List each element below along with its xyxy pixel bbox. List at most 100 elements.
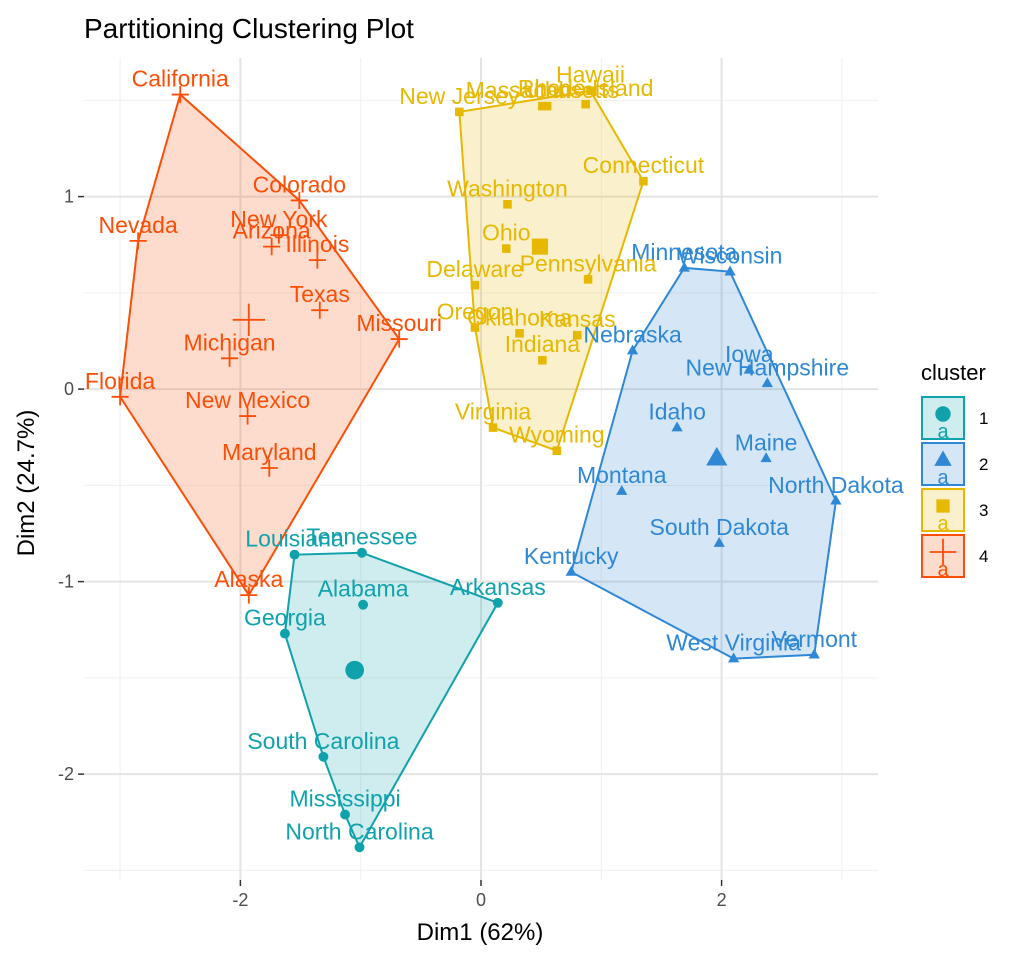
- point-south-carolina: [318, 751, 329, 762]
- point-label: Rhode Island: [518, 75, 654, 101]
- point-arizona: [263, 238, 281, 256]
- point-delaware: [470, 280, 480, 290]
- y-tick-label: 1: [64, 187, 74, 207]
- point-label: Maine: [735, 429, 798, 455]
- y-tick-label: -1: [58, 572, 74, 592]
- point-georgia: [279, 628, 290, 639]
- cluster-2-hull: [570, 266, 837, 660]
- point-virginia: [488, 423, 498, 432]
- point-colorado: [290, 191, 308, 210]
- point-label: Vermont: [771, 626, 857, 652]
- point-label: Kentucky: [524, 543, 619, 569]
- point-missouri: [390, 330, 408, 348]
- point-label: South Dakota: [650, 514, 790, 540]
- point-oregon: [470, 323, 480, 332]
- point-label: Hawaii: [556, 62, 625, 88]
- cluster-2-center: [706, 446, 728, 466]
- point-minnesota: [678, 261, 690, 272]
- y-axis-title: Dim2 (24.7%): [13, 410, 40, 557]
- point-new-york: [270, 226, 288, 244]
- point-maryland: [260, 459, 278, 477]
- point-nebraska: [626, 344, 639, 355]
- point-pennsylvania: [583, 275, 593, 284]
- point-new-hampshire: [761, 377, 773, 388]
- point-label: Minnesota: [631, 239, 737, 265]
- legend-glyph: a: [937, 513, 949, 535]
- legend-label: 2: [979, 455, 988, 474]
- y-tick-label: 0: [64, 379, 74, 399]
- cluster-4-center: [232, 303, 265, 336]
- point-north-dakota: [830, 494, 842, 505]
- point-label: North Dakota: [768, 472, 904, 498]
- point-rhode-island: [581, 99, 590, 109]
- legend-label: 1: [979, 409, 988, 428]
- point-label: Arkansas: [450, 574, 546, 600]
- point-label: Tennessee: [306, 524, 417, 550]
- point-michigan: [221, 349, 239, 367]
- point-label: Maryland: [222, 439, 317, 465]
- point-label: New Mexico: [185, 387, 310, 413]
- point-label: New York: [230, 206, 328, 232]
- chart-title: Partitioning Clustering Plot: [84, 13, 414, 44]
- point-label: Louisiana: [245, 526, 344, 552]
- point-mississippi: [340, 809, 351, 820]
- point-label: Delaware: [426, 256, 523, 282]
- point-kansas: [572, 330, 582, 340]
- point-kentucky: [565, 565, 577, 576]
- point-label: Ohio: [482, 220, 531, 246]
- point-label: Georgia: [244, 605, 326, 631]
- point-indiana: [538, 355, 547, 365]
- point-idaho: [671, 421, 683, 432]
- x-tick-label: -2: [232, 890, 248, 910]
- point-wisconsin: [724, 265, 736, 276]
- point-iowa: [743, 363, 755, 374]
- point-illinois: [308, 251, 326, 269]
- point-label: Texas: [290, 281, 350, 307]
- point-nevada: [129, 232, 147, 250]
- point-label: Idaho: [648, 399, 706, 425]
- point-utah: [542, 101, 552, 111]
- point-label: Connecticut: [583, 152, 705, 178]
- point-label: Colorado: [253, 171, 346, 197]
- point-alabama: [358, 599, 369, 610]
- legend-marker: [929, 538, 957, 566]
- point-ohio: [501, 244, 511, 253]
- point-label: Massachusetts: [466, 77, 619, 103]
- x-axis-title: Dim1 (62%): [417, 919, 544, 946]
- legend-glyph: a: [937, 559, 949, 581]
- point-label: Alaska: [214, 566, 283, 592]
- point-wyoming: [552, 446, 562, 455]
- y-tick-label: -2: [58, 764, 74, 784]
- point-south-dakota: [713, 536, 725, 547]
- point-florida: [111, 388, 129, 406]
- legend-title: cluster: [921, 360, 986, 385]
- cluster-hulls: [119, 89, 837, 850]
- point-label: Alabama: [318, 576, 409, 602]
- point-arkansas: [492, 597, 503, 608]
- legend-label: 4: [979, 547, 988, 566]
- point-label: Pennsylvania: [520, 250, 657, 276]
- point-label: Nevada: [98, 212, 177, 238]
- legend-marker: [936, 499, 950, 513]
- point-label: Arizona: [233, 218, 311, 244]
- point-label: South Carolina: [247, 728, 399, 754]
- point-label: Wyoming: [509, 422, 605, 448]
- point-texas: [311, 301, 329, 319]
- point-california: [171, 86, 189, 104]
- data-points: [111, 86, 842, 853]
- point-label: Oregon: [437, 299, 514, 325]
- legend-item-1: a1: [921, 396, 988, 443]
- point-alaska: [240, 586, 258, 604]
- legend-glyph: a: [937, 467, 949, 489]
- point-massachusetts: [538, 101, 547, 111]
- legend-item-3: a3: [921, 488, 988, 535]
- point-west-virginia: [728, 652, 740, 663]
- point-maine: [760, 452, 772, 463]
- legend-glyph: a: [937, 421, 949, 443]
- point-label: North Carolina: [285, 818, 433, 844]
- legend-marker: [935, 406, 951, 422]
- point-label: Indiana: [505, 331, 581, 357]
